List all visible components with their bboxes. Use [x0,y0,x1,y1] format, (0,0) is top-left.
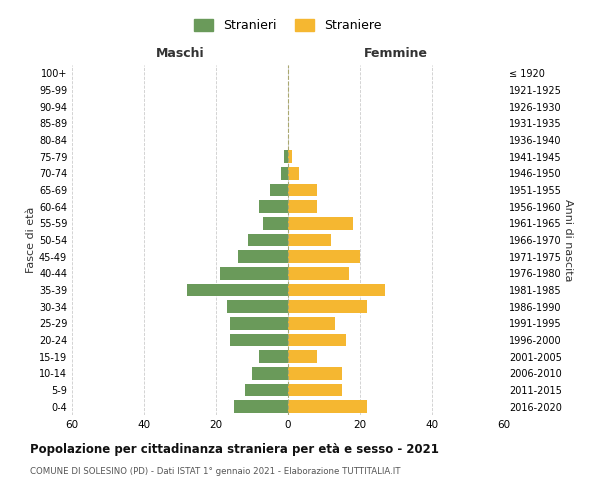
Bar [230,334,288,346]
Bar [227,300,288,313]
Legend: Stranieri, Straniere: Stranieri, Straniere [190,14,386,37]
Bar [284,150,288,163]
Bar [288,167,299,179]
Bar [248,234,288,246]
Bar [220,267,288,280]
Bar [288,384,342,396]
Bar [288,400,367,413]
Bar [281,167,288,179]
Bar [238,250,288,263]
Bar [288,267,349,280]
Bar [288,317,335,330]
Bar [288,300,367,313]
Y-axis label: Fasce di età: Fasce di età [26,207,36,273]
Bar [234,400,288,413]
Y-axis label: Anni di nascita: Anni di nascita [563,198,573,281]
Bar [288,250,360,263]
Text: Femmine: Femmine [364,47,428,60]
Bar [230,317,288,330]
Bar [288,284,385,296]
Bar [259,350,288,363]
Bar [187,284,288,296]
Bar [288,234,331,246]
Text: Popolazione per cittadinanza straniera per età e sesso - 2021: Popolazione per cittadinanza straniera p… [30,442,439,456]
Bar [288,217,353,230]
Bar [288,150,292,163]
Text: COMUNE DI SOLESINO (PD) - Dati ISTAT 1° gennaio 2021 - Elaborazione TUTTITALIA.I: COMUNE DI SOLESINO (PD) - Dati ISTAT 1° … [30,468,401,476]
Bar [288,367,342,380]
Bar [263,217,288,230]
Bar [288,200,317,213]
Bar [245,384,288,396]
Bar [288,350,317,363]
Bar [288,184,317,196]
Bar [252,367,288,380]
Bar [259,200,288,213]
Bar [288,334,346,346]
Bar [270,184,288,196]
Text: Maschi: Maschi [155,47,205,60]
